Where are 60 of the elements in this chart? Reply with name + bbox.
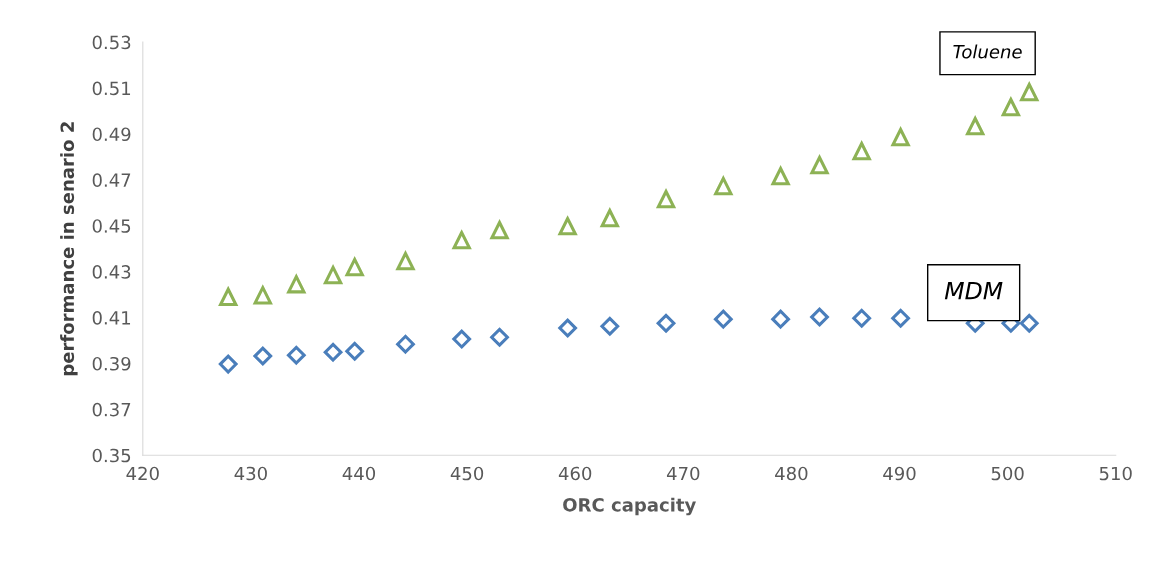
point (219, 287, 238, 307)
point (891, 308, 910, 328)
point (810, 155, 829, 175)
y-tick-label: 0.45 (92, 219, 131, 233)
point (287, 275, 306, 294)
point (600, 316, 620, 336)
point (771, 309, 790, 329)
x-tick-label: 460 (558, 466, 592, 481)
y-tick-label: 0.41 (92, 310, 131, 325)
point (771, 167, 790, 186)
point (713, 309, 733, 329)
y-tick-label: 0.49 (92, 127, 131, 142)
point (490, 327, 509, 347)
point (558, 217, 577, 236)
point (1020, 83, 1039, 102)
x-tick-label: 440 (342, 466, 376, 481)
point (490, 220, 509, 240)
y-tick-label: 0.47 (92, 173, 131, 187)
point (1001, 97, 1021, 117)
point (810, 307, 829, 327)
x-tick-label: 510 (1099, 466, 1132, 481)
y-tick-label: 0.37 (92, 402, 131, 417)
x-tick-label: 500 (991, 466, 1024, 481)
y-tick-label: 0.51 (92, 81, 131, 96)
point (323, 342, 343, 362)
y-axis-title: performance in senario 2 (60, 122, 78, 376)
x-tick-label: 420 (126, 466, 159, 481)
point (345, 257, 364, 277)
y-tick-label: 0.35 (92, 448, 131, 463)
point (323, 265, 343, 285)
point (656, 189, 676, 209)
x-tick-label: 480 (775, 466, 808, 481)
point (452, 231, 471, 250)
x-tick-label: 490 (883, 466, 916, 481)
point (714, 176, 733, 196)
point (852, 141, 871, 161)
series-label: MDM (944, 282, 1003, 300)
point (852, 308, 872, 328)
x-axis-title: ORC capacity (563, 497, 696, 516)
point (891, 127, 910, 147)
y-tick-label: 0.39 (92, 356, 131, 371)
y-tick-label: 0.53 (92, 35, 131, 50)
point (966, 116, 985, 136)
point (396, 334, 415, 354)
x-tick-label: 450 (450, 466, 484, 481)
x-tick-label: 430 (234, 466, 267, 481)
x-tick-label: 470 (666, 466, 700, 481)
point (286, 345, 306, 365)
point (345, 341, 365, 361)
point (218, 354, 238, 374)
point (253, 286, 272, 305)
point (1019, 313, 1039, 333)
y-tick-label: 0.43 (92, 265, 131, 279)
point (452, 329, 472, 349)
point (656, 313, 676, 333)
point (600, 208, 619, 228)
point (558, 318, 578, 338)
point (253, 346, 273, 366)
point (396, 251, 415, 271)
series-label: Toluene (953, 44, 1022, 59)
